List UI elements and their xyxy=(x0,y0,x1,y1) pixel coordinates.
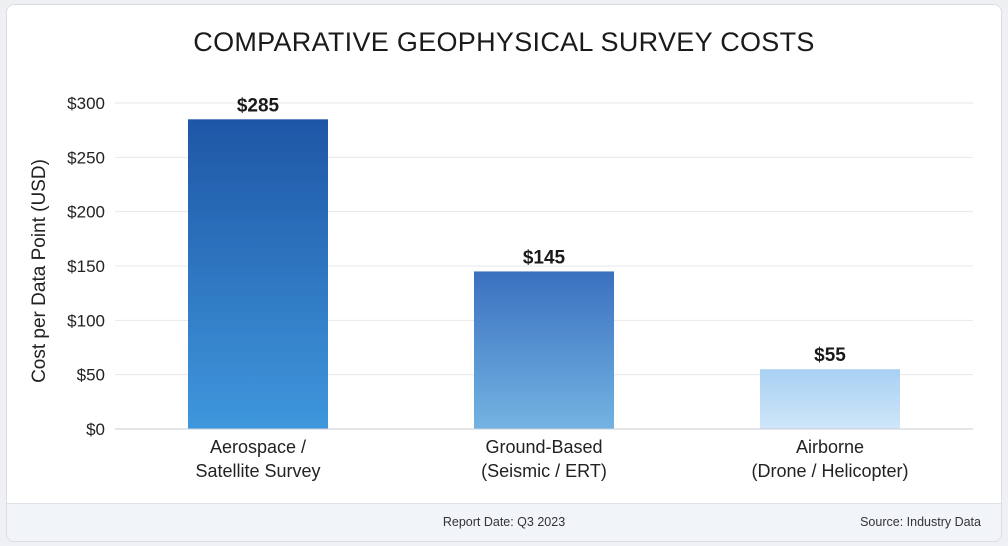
x-category-label: Ground-Based xyxy=(485,437,602,457)
y-tick-label: $0 xyxy=(86,420,105,439)
bar-value-label: $285 xyxy=(237,95,280,116)
y-tick-label: $50 xyxy=(77,366,105,385)
bar xyxy=(474,271,614,429)
x-axis-categories: Aerospace / Satellite Survey Ground-Based (… xyxy=(195,437,908,481)
x-category-label: (Seismic / ERT) xyxy=(481,461,607,481)
bar-chart: $0 $50 $100 $150 $200 $250 $300 Cost per Data … xyxy=(29,94,973,481)
bars xyxy=(188,119,900,430)
x-category-label: Aerospace / xyxy=(210,437,306,457)
y-tick-label: $150 xyxy=(67,257,105,276)
y-tick-label: $200 xyxy=(67,203,105,222)
x-category-label: Airborne xyxy=(796,437,864,457)
y-tick-label: $100 xyxy=(67,311,105,330)
y-tick-label: $250 xyxy=(67,148,105,167)
bar-value-label: $55 xyxy=(814,345,846,366)
x-category-label: (Drone / Helicopter) xyxy=(751,461,908,481)
bar-value-label: $145 xyxy=(523,247,566,268)
x-category-label: Satellite Survey xyxy=(195,461,320,481)
y-axis-title: Cost per Data Point (USD) xyxy=(29,159,50,383)
y-tick-label: $300 xyxy=(67,94,105,113)
chart-title: COMPARATIVE GEOPHYSICAL SURVEY COSTS xyxy=(193,27,815,57)
y-axis-ticks: $0 $50 $100 $150 $200 $250 $300 xyxy=(67,94,105,439)
chart-card: COMPARATIVE GEOPHYSICAL SURVEY COSTS $0 $… xyxy=(6,4,1002,542)
report-date: Report Date: Q3 2023 xyxy=(442,515,566,529)
chart-footer: Report Date: Q3 2023 Source: Industry Da… xyxy=(7,503,1001,541)
data-labels: $285 $145 $55 xyxy=(237,95,846,366)
bar xyxy=(760,369,900,429)
source-note: Source: Industry Data xyxy=(860,515,981,529)
bar xyxy=(188,119,328,430)
